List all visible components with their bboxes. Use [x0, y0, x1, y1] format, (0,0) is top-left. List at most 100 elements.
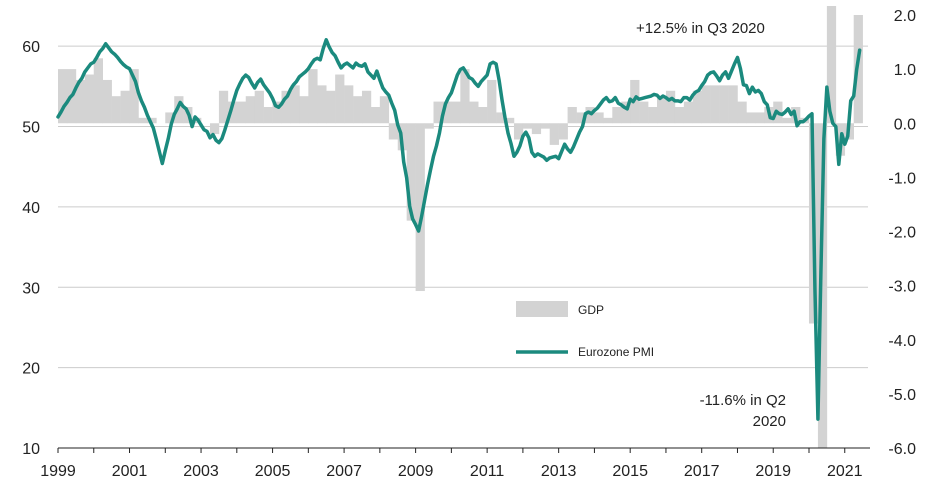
legend: GDP Eurozone PMI — [516, 301, 654, 359]
gdp-bar — [826, 6, 837, 124]
gdp-bar — [478, 107, 488, 124]
x-tick-label: 2015 — [612, 463, 648, 480]
annotation-top: +12.5% in Q3 2020 — [636, 20, 765, 37]
gdp-bar — [442, 101, 452, 124]
gdp-bar — [621, 101, 631, 124]
gdp-bar — [755, 112, 765, 124]
gdp-bar — [513, 123, 524, 140]
gdp-bar — [254, 90, 264, 124]
gdp-bar — [433, 101, 443, 124]
gdp-bar — [290, 85, 300, 124]
gdp-bar — [129, 69, 139, 124]
gdp-bar — [147, 117, 157, 124]
gdp-bar — [245, 96, 255, 124]
gdp-bar — [701, 85, 711, 124]
gdp-bar — [469, 101, 479, 124]
y-axis-right-labels: 2.0 1.0 0.0 -1.0 -2.0 -3.0 -4.0 -5.0 -6.0 — [888, 8, 916, 458]
gdp-bar — [227, 101, 238, 124]
y-left-tick-label: 60 — [22, 39, 40, 56]
gdp-bar — [102, 79, 112, 124]
gdp-bar — [388, 123, 399, 140]
gdp-bar — [648, 107, 658, 124]
gdp-bar — [531, 123, 542, 135]
gdp-bar — [683, 101, 694, 124]
gdp-bar — [370, 107, 381, 124]
gdp-bar — [353, 96, 363, 124]
gdp-bar — [93, 58, 103, 124]
x-tick-label: 2003 — [183, 463, 219, 480]
gdp-bar — [344, 85, 354, 124]
gdp-bar — [674, 107, 685, 124]
gdp-bar — [308, 69, 318, 124]
annotation-bottom-line1: -11.6% in Q2 — [700, 392, 786, 409]
y-left-tick-label: 40 — [22, 200, 40, 217]
gdp-bar — [379, 96, 390, 124]
x-tick-label: 2007 — [326, 463, 362, 480]
y-axis-left-labels: 10 20 30 40 50 60 — [22, 39, 40, 458]
y-right-tick-label: -5.0 — [888, 387, 916, 404]
x-tick-label: 2011 — [470, 463, 505, 480]
y-left-tick-label: 10 — [22, 441, 40, 458]
y-right-tick-label: 1.0 — [894, 62, 916, 79]
annotation-bottom-line2: 2020 — [753, 413, 786, 430]
pmi-line — [56, 38, 862, 421]
gdp-bar — [174, 96, 184, 124]
gdp-bar — [281, 90, 291, 124]
gdp-bar — [424, 123, 434, 129]
x-axis-labels: 1999 2001 2003 2005 2007 2009 2011 2013 2015 2017… — [40, 463, 862, 480]
gdp-bar — [719, 85, 729, 124]
y-right-tick-label: -6.0 — [888, 441, 916, 458]
gdp-bar — [272, 101, 282, 124]
gdp-bar — [728, 85, 738, 124]
gdp-bar — [111, 96, 121, 124]
gdp-bar — [710, 85, 720, 124]
y-left-tick-label: 30 — [22, 280, 40, 297]
gdp-bar — [75, 79, 86, 124]
gdp-bar — [335, 74, 345, 124]
gdp-bar — [451, 101, 461, 124]
gdp-bar — [612, 107, 622, 124]
gdp-bar — [817, 123, 828, 448]
gdp-bar — [576, 112, 586, 124]
gdp-bar — [415, 123, 425, 292]
gdp-bar — [263, 107, 273, 124]
gdp-bar — [585, 107, 595, 124]
y-right-tick-label: -4.0 — [888, 333, 916, 350]
gdp-bar — [692, 90, 703, 124]
gdp-bar — [522, 123, 533, 129]
gdp-bar — [165, 112, 175, 124]
gdp-bar — [317, 85, 327, 124]
x-tick-label: 2019 — [755, 463, 791, 480]
gdp-bar — [361, 90, 372, 124]
gdp-bar — [496, 112, 506, 124]
legend-pmi-label: Eurozone PMI — [578, 345, 654, 359]
gdp-bar — [746, 112, 756, 124]
y-right-tick-label: -3.0 — [888, 279, 916, 296]
legend-gdp-swatch — [516, 301, 568, 317]
gdp-bar — [218, 90, 229, 124]
gdp-bar — [639, 101, 649, 124]
x-tick-label: 2017 — [684, 463, 720, 480]
legend-gdp-label: GDP — [578, 303, 604, 317]
x-tick-label: 2021 — [827, 463, 863, 480]
gdp-bar — [460, 69, 470, 124]
y-right-tick-label: -1.0 — [888, 170, 916, 187]
gdp-bar — [657, 96, 667, 124]
gdp-bar — [236, 101, 247, 124]
gdp-bar — [406, 123, 416, 221]
gdp-bar — [58, 69, 68, 124]
x-tick-label: 2001 — [112, 463, 148, 480]
gdp-bar — [665, 90, 676, 124]
gdp-bar — [737, 101, 747, 124]
x-tick-label: 2005 — [255, 463, 291, 480]
x-tick-label: 2009 — [398, 463, 434, 480]
gdp-bar — [487, 79, 497, 124]
gdp-bar — [505, 117, 515, 124]
y-right-tick-label: 2.0 — [894, 8, 916, 25]
gdp-bar — [326, 90, 336, 124]
gdp-bar — [138, 117, 148, 124]
gdp-bar — [603, 117, 613, 124]
y-left-tick-label: 50 — [22, 120, 40, 137]
gdp-bar — [782, 117, 792, 124]
